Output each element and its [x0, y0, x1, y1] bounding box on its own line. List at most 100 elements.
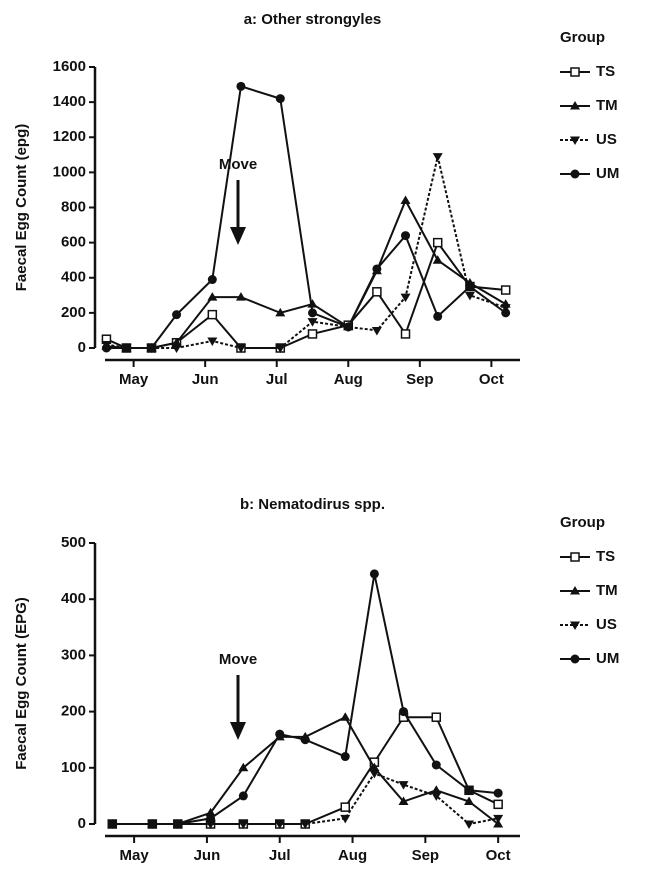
y-tick-label: 0 [78, 339, 86, 356]
marker [501, 308, 511, 318]
y-tick-label: 200 [61, 703, 86, 720]
annotation: Move [219, 156, 257, 173]
legend-label: TM [596, 582, 618, 599]
y-axis-label: Faecal Egg Count (EPG) [13, 597, 30, 770]
marker [500, 285, 511, 295]
legend-label: TM [596, 97, 618, 114]
marker [570, 621, 580, 630]
marker [570, 586, 580, 595]
legend-label: UM [596, 650, 619, 667]
annotation: Move [219, 651, 257, 668]
legend-label: US [596, 131, 617, 148]
marker [432, 255, 443, 264]
x-tick-label: May [120, 847, 150, 864]
marker [172, 310, 182, 320]
x-tick-label: May [119, 371, 149, 388]
marker [207, 292, 218, 301]
marker [570, 67, 580, 77]
marker [238, 820, 249, 829]
marker [570, 136, 580, 145]
marker [207, 275, 217, 285]
series-line [112, 772, 499, 826]
y-tick-label: 500 [61, 534, 86, 551]
x-tick-label: Aug [334, 371, 363, 388]
marker [206, 813, 216, 823]
marker [372, 287, 382, 297]
marker [431, 760, 441, 770]
marker [173, 819, 183, 829]
marker [369, 769, 380, 779]
legend-label: UM [596, 165, 619, 182]
x-tick-label: Jun [192, 371, 219, 388]
marker [207, 309, 218, 320]
marker [307, 329, 318, 339]
marker [400, 293, 411, 303]
marker [432, 153, 443, 162]
marker [464, 785, 474, 795]
marker [236, 81, 246, 91]
marker [308, 308, 317, 318]
marker [343, 322, 353, 332]
marker [398, 796, 409, 806]
marker [300, 735, 310, 745]
y-tick-label: 600 [61, 234, 86, 251]
marker [238, 791, 248, 801]
marker [400, 329, 411, 339]
series-line [106, 240, 506, 349]
marker [570, 552, 580, 562]
legend-label: TS [596, 63, 615, 80]
marker [275, 729, 285, 739]
marker [205, 807, 216, 817]
marker [398, 781, 409, 790]
y-tick-label: 0 [78, 815, 86, 832]
x-tick-label: Aug [338, 847, 367, 864]
marker [399, 707, 409, 717]
y-tick-label: 200 [61, 304, 86, 321]
marker [372, 264, 382, 274]
x-tick-label: Oct [486, 847, 511, 864]
annotation-arrowhead [230, 722, 246, 740]
marker [431, 712, 442, 722]
marker [433, 311, 443, 321]
marker [371, 326, 382, 336]
marker [340, 814, 351, 824]
x-tick-label: Sep [406, 371, 434, 388]
annotation-arrowhead [230, 227, 246, 245]
legend-title: Group [560, 514, 605, 531]
marker [369, 762, 380, 772]
chart-title: b: Nematodirus spp. [240, 496, 385, 513]
y-tick-label: 1200 [53, 128, 86, 145]
marker [307, 318, 318, 327]
marker [340, 752, 350, 762]
marker [238, 762, 249, 772]
series-line [112, 573, 499, 825]
marker [500, 304, 511, 313]
marker [121, 343, 131, 353]
series-line [106, 85, 507, 349]
marker [570, 101, 580, 110]
marker [235, 292, 246, 301]
marker [400, 195, 411, 204]
marker [432, 237, 443, 248]
marker [205, 820, 216, 829]
marker [493, 788, 503, 798]
marker [493, 799, 503, 810]
legend-label: TS [596, 548, 615, 565]
marker [207, 337, 218, 346]
legend-title: Group [560, 29, 605, 46]
x-tick-label: Oct [479, 371, 504, 388]
marker [101, 343, 111, 353]
marker [147, 819, 157, 829]
marker [431, 792, 442, 801]
marker [171, 344, 182, 353]
y-tick-label: 800 [61, 198, 86, 215]
marker [275, 307, 286, 317]
marker [369, 569, 379, 579]
y-tick-label: 400 [61, 590, 86, 607]
y-axis-label: Faecal Egg Count (epg) [13, 124, 30, 292]
marker [464, 796, 475, 806]
y-tick-label: 400 [61, 269, 86, 286]
marker [570, 169, 580, 179]
